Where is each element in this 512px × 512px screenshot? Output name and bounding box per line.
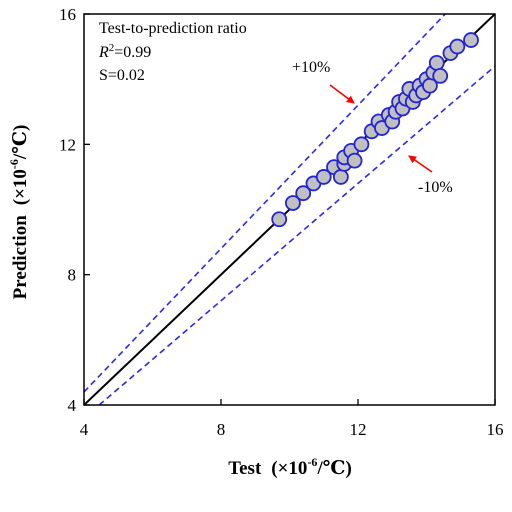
stats-title: Test-to-prediction ratio [99, 20, 247, 37]
data-point [432, 68, 449, 84]
data-point [449, 38, 466, 55]
data-point [428, 54, 445, 71]
arrow-lower [408, 155, 433, 173]
x-tick-label: 4 [80, 420, 89, 439]
data-point [315, 169, 332, 185]
band-line-lower [97, 65, 495, 405]
x-tick-label: 8 [217, 420, 226, 439]
y-axis-label: Prediction(×10-6/℃) [7, 125, 31, 300]
r2-annotation: R2=0.99 [98, 42, 151, 61]
x-tick-label: 16 [487, 420, 504, 439]
band-label-upper: +10% [292, 59, 330, 76]
data-point [285, 195, 301, 211]
data-point [463, 32, 479, 48]
band-label-lower: -10% [418, 179, 453, 196]
data-point [295, 185, 312, 202]
data-point [353, 136, 370, 153]
s-annotation: S=0.02 [99, 67, 145, 84]
plot-frame [83, 13, 496, 406]
data-point [332, 169, 349, 185]
x-axis-label: Test (×10-6/℃) [228, 455, 352, 479]
band-line-upper [84, 14, 447, 393]
data-point [346, 152, 363, 169]
x-tick-label: 12 [350, 420, 367, 439]
arrow-upper [329, 84, 355, 104]
data-point [271, 211, 288, 228]
y-tick-label: 8 [68, 266, 77, 285]
y-tick-label: 12 [59, 135, 76, 154]
y-tick-label: 16 [59, 5, 76, 24]
y-tick-label: 4 [68, 396, 77, 415]
